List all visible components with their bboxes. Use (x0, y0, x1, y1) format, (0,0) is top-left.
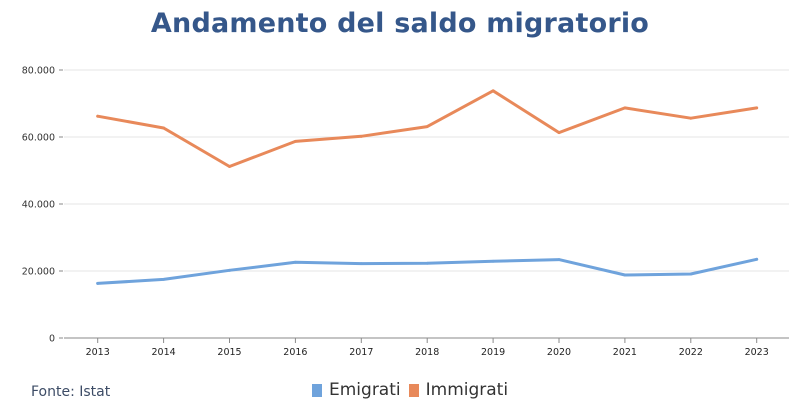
x-tick-label: 2021 (613, 347, 637, 358)
y-tick-label: 40.000 (22, 200, 55, 211)
x-tick-label: 2015 (217, 347, 241, 358)
legend: Emigrati Immigrati (312, 380, 516, 400)
series-lines (96, 89, 759, 285)
data-point-immigrati (623, 106, 627, 110)
data-point-immigrati (162, 126, 166, 130)
y-axis: 0 20.000 40.000 60.000 80.000 (22, 66, 63, 345)
x-tick-label: 2016 (283, 347, 307, 358)
x-tick-label: 2022 (679, 347, 703, 358)
x-tick-label: 2023 (745, 347, 769, 358)
x-tick-label: 2020 (547, 347, 571, 358)
x-tick-label: 2014 (152, 347, 176, 358)
data-point-immigrati (228, 165, 231, 168)
data-point-immigrati (294, 139, 297, 143)
data-point-emigrati (359, 262, 363, 266)
source-note: Fonte: Istat (31, 384, 111, 400)
y-tick-label: 80.000 (22, 66, 55, 77)
data-point-emigrati (294, 260, 297, 264)
x-axis: 2013 2014 2015 2016 2017 2018 2019 2020 2021 2022… (64, 337, 789, 358)
gridlines (64, 69, 789, 272)
legend-item-emigrati[interactable]: Emigrati (312, 380, 401, 400)
legend-swatch-immigrati (408, 383, 419, 397)
data-point-immigrati (491, 89, 495, 93)
chart-title: Andamento del saldo migratorio (150, 8, 650, 39)
data-point-immigrati (359, 134, 363, 138)
series-line-immigrati (96, 89, 759, 168)
legend-label-emigrati: Emigrati (329, 380, 401, 400)
x-tick-label: 2019 (481, 347, 505, 358)
data-point-emigrati (557, 258, 561, 262)
x-tick-label: 2018 (415, 347, 439, 358)
y-tick-label: 0 (49, 334, 55, 345)
legend-label-immigrati: Immigrati (425, 380, 509, 400)
data-point-emigrati (623, 273, 627, 277)
y-tick-label: 20.000 (22, 267, 55, 278)
data-point-immigrati (557, 131, 561, 135)
data-point-emigrati (755, 257, 759, 261)
data-point-emigrati (162, 277, 166, 281)
data-point-immigrati (96, 114, 100, 118)
data-point-emigrati (689, 272, 693, 276)
x-tick-label: 2017 (349, 347, 373, 358)
legend-swatch-emigrati (312, 383, 322, 397)
data-point-emigrati (96, 281, 100, 285)
legend-item-immigrati[interactable]: Immigrati (408, 380, 509, 400)
y-tick-label: 60.000 (22, 133, 55, 144)
data-point-emigrati (425, 261, 429, 265)
x-tick-label: 2013 (86, 347, 110, 358)
data-point-immigrati (689, 116, 693, 120)
data-point-immigrati (425, 125, 429, 129)
data-point-emigrati (491, 259, 495, 263)
data-point-emigrati (228, 268, 231, 272)
data-point-immigrati (755, 106, 759, 110)
